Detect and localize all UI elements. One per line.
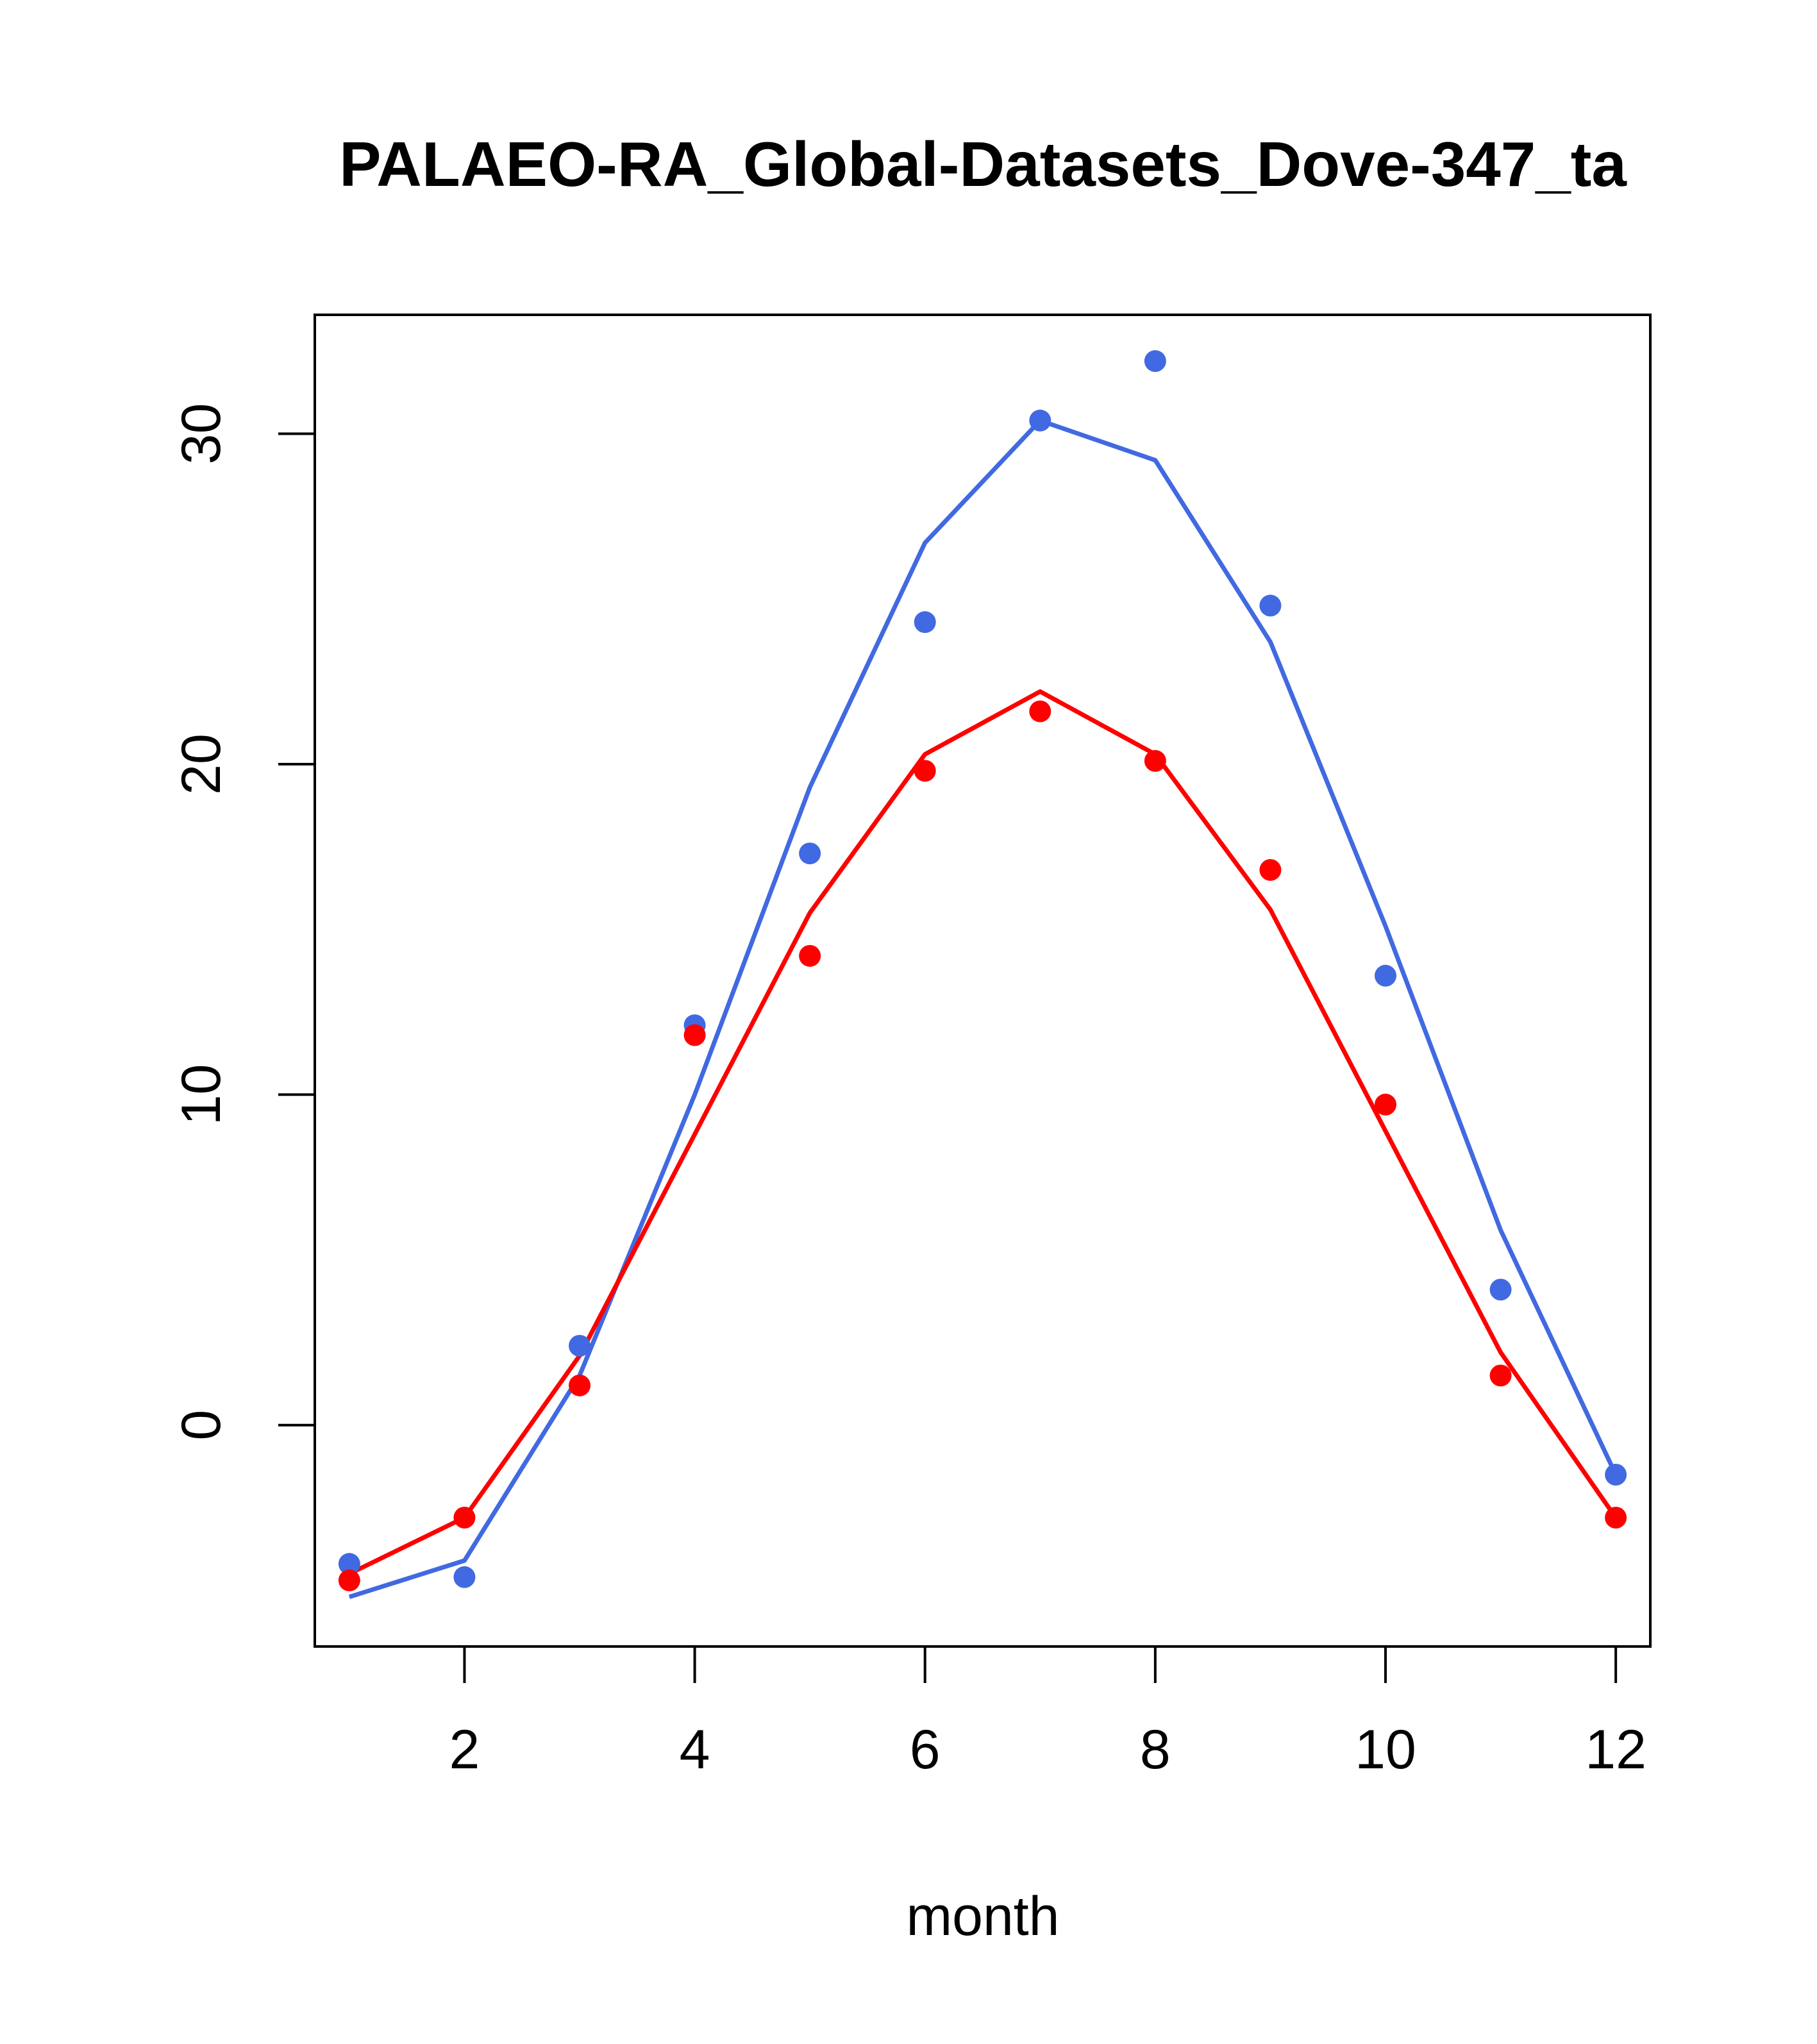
y-tick-label: 0 [171, 1410, 232, 1441]
red-points-point [1605, 1507, 1627, 1529]
x-tick-label: 10 [1355, 1719, 1416, 1780]
x-axis-label: month [906, 1886, 1059, 1947]
red-points-point [338, 1569, 360, 1591]
red-points-point [683, 1024, 706, 1046]
blue-points-point [799, 842, 821, 865]
x-tick-label: 8 [1140, 1719, 1171, 1780]
x-tick-label: 4 [680, 1719, 710, 1780]
blue-points-point [1374, 964, 1396, 987]
blue-points-point [1605, 1464, 1627, 1486]
y-tick-label: 30 [171, 403, 232, 465]
y-tick-label: 20 [171, 733, 232, 795]
red-points-point [1489, 1364, 1512, 1387]
series-lines [348, 418, 1618, 1600]
blue-points-point [569, 1335, 591, 1357]
blue-line [348, 418, 1618, 1600]
chart-title: PALAEO-RA_Global-Datasets_Dove-347_ta [339, 129, 1627, 199]
y-tick-label: 10 [171, 1064, 232, 1125]
blue-points-point [914, 611, 936, 633]
red-points-point [569, 1374, 591, 1396]
red-line [348, 689, 1618, 1576]
red-points-point [453, 1507, 476, 1529]
blue-points-point [338, 1553, 360, 1575]
series-points [338, 350, 1627, 1591]
red-points-point [1259, 859, 1282, 881]
blue-points-point [1489, 1278, 1512, 1301]
blue-points-point [453, 1566, 476, 1588]
red-points-point [1144, 750, 1166, 772]
blue-points-point [1144, 350, 1166, 373]
x-axis: 2 4 6 8 10 12 [449, 1645, 1646, 1780]
x-tick-label: 6 [910, 1719, 941, 1780]
red-points-point [914, 760, 936, 782]
red-points-point [1029, 700, 1051, 723]
x-tick-label: 12 [1585, 1719, 1646, 1780]
x-tick-label: 2 [449, 1719, 480, 1780]
red-points-point [799, 944, 821, 967]
blue-points-point [1259, 594, 1282, 617]
blue-points-point [1029, 409, 1051, 431]
y-axis: 0 10 20 30 [171, 403, 316, 1441]
red-points-point [1374, 1093, 1396, 1116]
